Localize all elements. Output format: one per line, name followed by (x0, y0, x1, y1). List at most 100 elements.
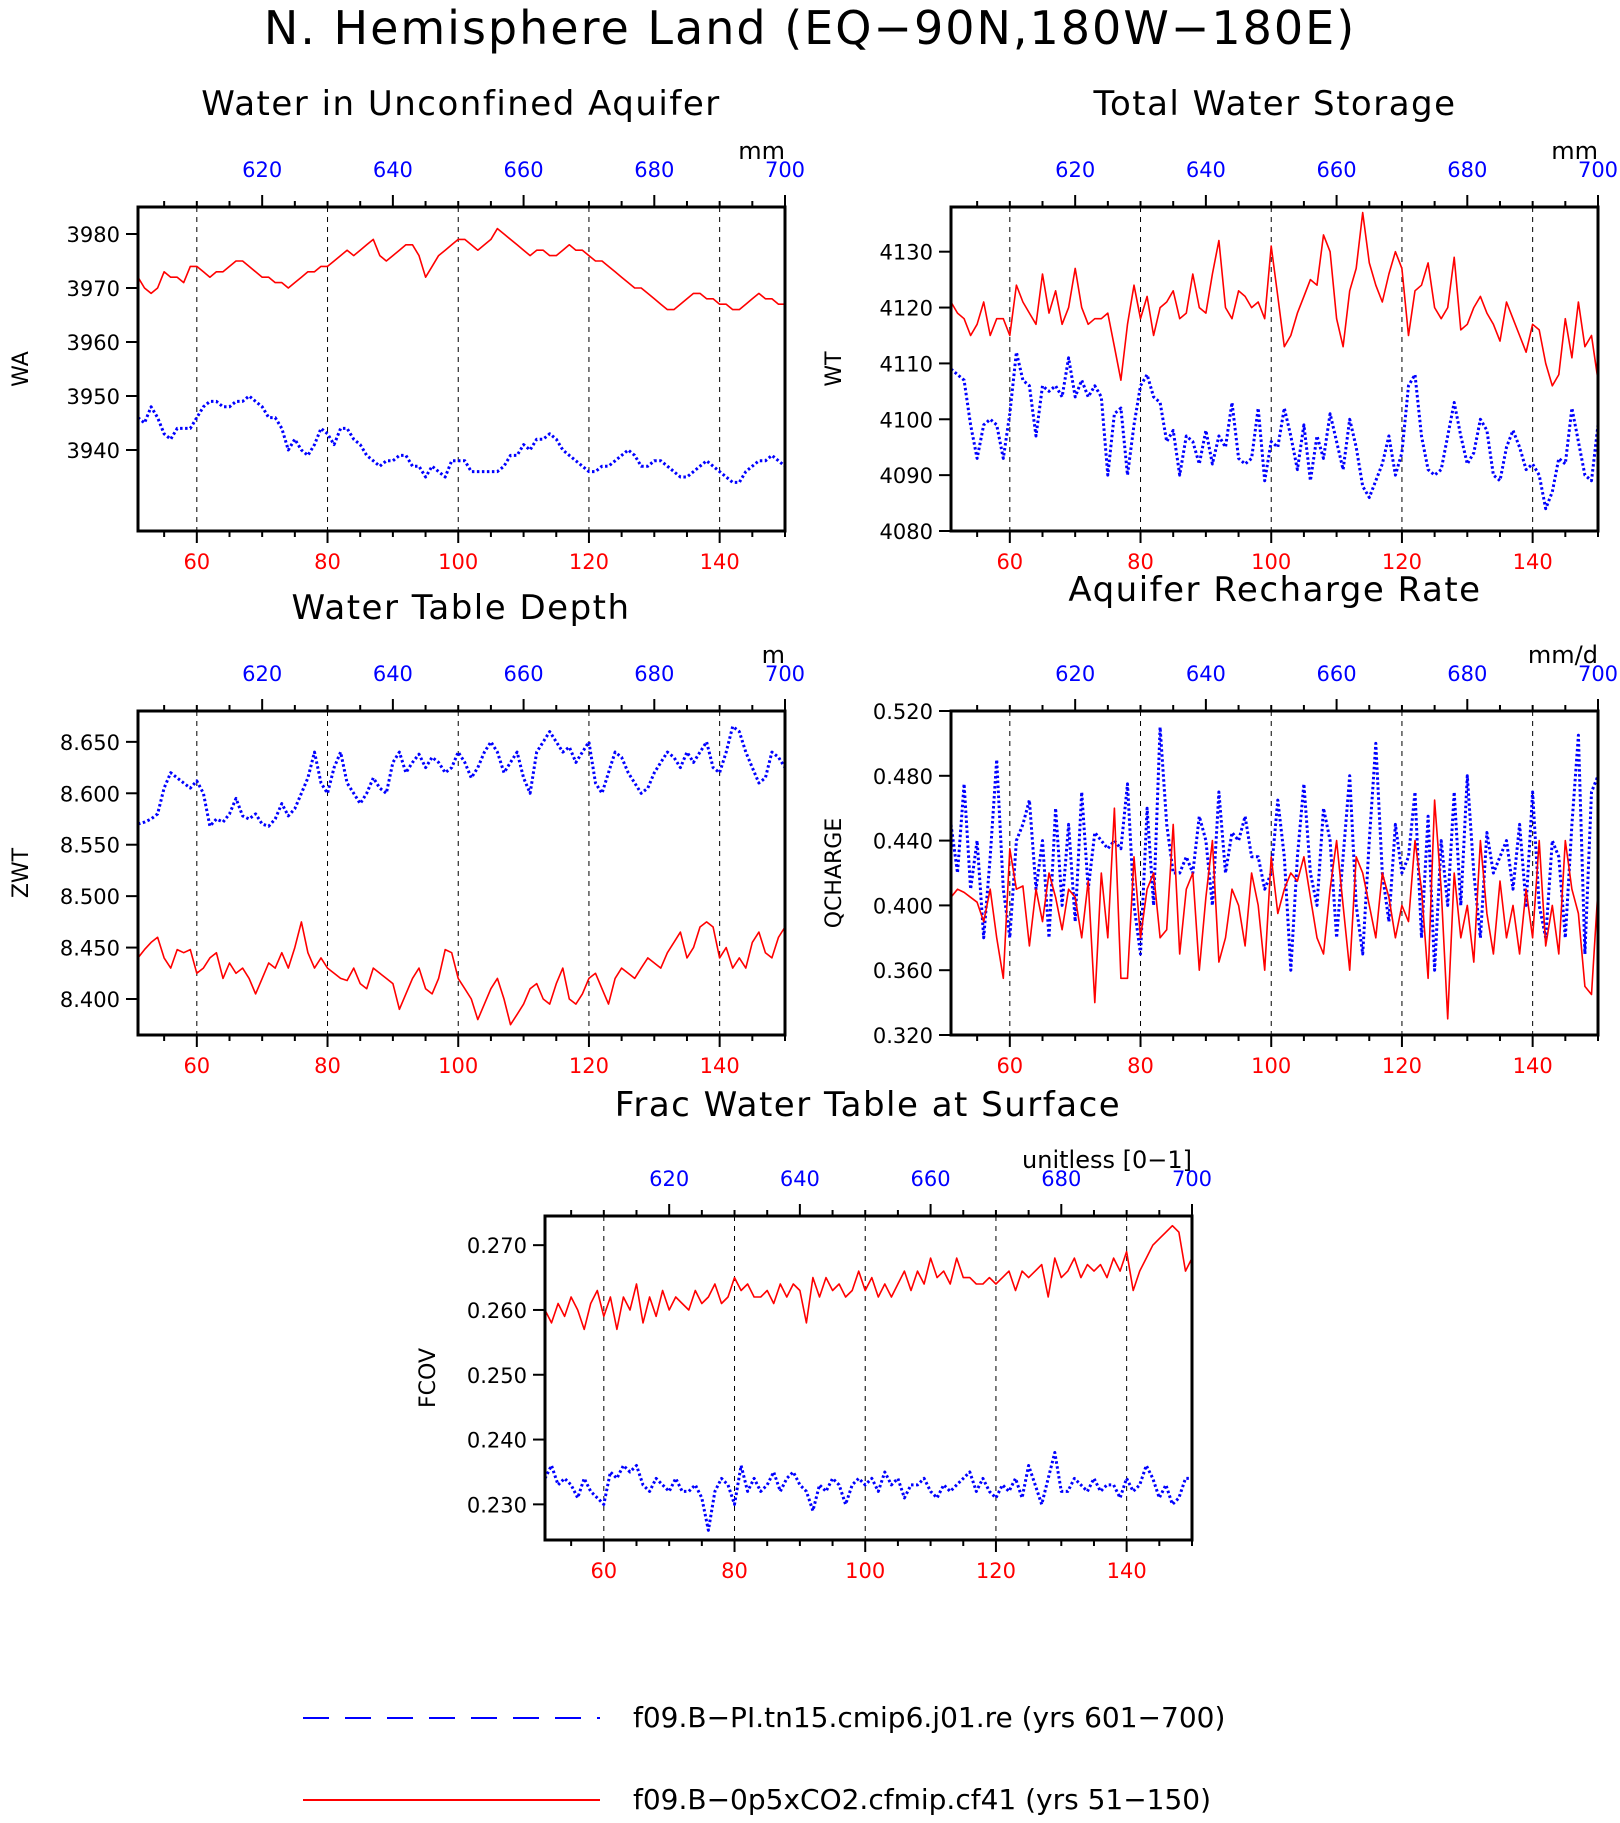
wt-ylabel-tick: 4100 (880, 408, 933, 432)
wa-xlabel-bottom: 100 (438, 550, 478, 574)
wa-ylabel-tick: 3970 (67, 277, 120, 301)
fcov-xlabel-bottom: 100 (845, 1559, 885, 1583)
wt-xlabel-top: 620 (1055, 158, 1095, 182)
fcov-xlabel-bottom: 80 (721, 1559, 748, 1583)
wt-series-blue (950, 350, 1600, 511)
fcov-ylabel-tick: 0.250 (467, 1364, 527, 1388)
qcharge-xlabel-top: 620 (1055, 662, 1095, 686)
panel-zwt: Water Table Depth 60 80 100 120 140 620 640 660 6… (9, 588, 805, 1078)
panel-fcov: Frac Water Table at Surface 60 80 100 120 140… (416, 1085, 1212, 1583)
fcov-xlabel-top: 660 (911, 1167, 951, 1191)
zwt-ylabel-tick: 8.600 (60, 782, 120, 806)
wt-xlabel-top: 680 (1447, 158, 1487, 182)
qcharge-xlabel-top: 660 (1317, 662, 1357, 686)
wa-xlabel-top: 700 (765, 158, 805, 182)
panel-qcharge: Aquifer Recharge Rate 60 80 100 120 140 620 640… (822, 570, 1618, 1078)
wa-xlabel-bottom: 120 (569, 550, 609, 574)
wa-xlabel-top: 660 (504, 158, 544, 182)
wt-ylabel-tick: 4120 (880, 297, 933, 321)
wa-xlabel-bottom: 140 (700, 550, 740, 574)
zwt-plot-frame (136, 709, 787, 1037)
qcharge-units: mm/d (1528, 641, 1598, 669)
legend-blue-label: f09.B−PI.tn15.cmip6.j01.re (yrs 601−700) (633, 1701, 1225, 1734)
wa-plot-frame (136, 205, 787, 533)
zwt-yaxis-title: ZWT (9, 847, 34, 898)
zwt-xlabel-bottom: 80 (314, 1054, 341, 1078)
qcharge-ylabel-tick: 0.320 (873, 1024, 933, 1048)
qcharge-yaxis-title: QCHARGE (822, 818, 847, 929)
legend: f09.B−PI.tn15.cmip6.j01.re (yrs 601−700)… (303, 1701, 1225, 1816)
wa-series-red (137, 227, 785, 311)
wa-yaxis-title: WA (9, 351, 34, 387)
qcharge-ylabel-tick: 0.520 (873, 700, 933, 724)
wt-ylabel-tick: 4090 (880, 464, 933, 488)
fcov-ylabel-tick: 0.270 (467, 1234, 527, 1258)
zwt-xlabel-top: 660 (504, 662, 544, 686)
wa-xlabel-bottom: 80 (314, 550, 341, 574)
wt-xlabel-top: 660 (1317, 158, 1357, 182)
wa-ylabel-tick: 3950 (67, 385, 120, 409)
fcov-xlabel-bottom: 120 (976, 1559, 1016, 1583)
zwt-xlabel-top: 700 (765, 662, 805, 686)
wt-yaxis-title: WT (822, 351, 847, 387)
wa-series-blue (137, 394, 786, 484)
qcharge-xlabel-bottom: 80 (1127, 1054, 1154, 1078)
wa-xlabel-top: 640 (373, 158, 413, 182)
qcharge-ylabel-tick: 0.360 (873, 959, 933, 983)
wt-units: mm (1551, 137, 1598, 165)
qcharge-xlabel-bottom: 140 (1513, 1054, 1553, 1078)
qcharge-ylabel-tick: 0.400 (873, 894, 933, 918)
fcov-yaxis-title: FCOV (416, 1348, 441, 1408)
wt-series-red (950, 211, 1599, 387)
wt-plot-frame (949, 205, 1600, 533)
zwt-ylabel-tick: 8.400 (60, 988, 120, 1012)
wt-title: Total Water Storage (1092, 84, 1456, 124)
fcov-xlabel-top: 700 (1172, 1167, 1212, 1191)
wt-xlabel-bottom: 60 (996, 550, 1023, 574)
qcharge-plot-frame (949, 709, 1600, 1037)
wa-xlabel-top: 620 (242, 158, 282, 182)
zwt-ylabel-tick: 8.650 (60, 731, 120, 755)
qcharge-xlabel-bottom: 100 (1251, 1054, 1291, 1078)
zwt-ylabel-tick: 8.500 (60, 885, 120, 909)
fcov-title: Frac Water Table at Surface (615, 1085, 1121, 1125)
zwt-series-blue (137, 724, 787, 828)
zwt-title: Water Table Depth (291, 588, 630, 628)
figure-title: N. Hemisphere Land (EQ−90N,180W−180E) (264, 1, 1356, 55)
wt-ylabel-tick: 4080 (880, 520, 933, 544)
fcov-xlabel-bottom: 60 (590, 1559, 617, 1583)
fcov-plot-frame (543, 1214, 1194, 1542)
wa-ylabel-tick: 3980 (67, 223, 120, 247)
qcharge-xlabel-bottom: 120 (1382, 1054, 1422, 1078)
fcov-units: unitless [0−1] (1022, 1146, 1192, 1174)
qcharge-series-blue (949, 725, 1600, 972)
zwt-series-red (137, 921, 786, 1026)
qcharge-title: Aquifer Recharge Rate (1068, 570, 1481, 610)
zwt-ylabel-tick: 8.450 (60, 937, 120, 961)
wt-xlabel-bottom: 120 (1382, 550, 1422, 574)
zwt-xlabel-top: 640 (373, 662, 413, 686)
wa-ylabel-tick: 3940 (67, 439, 120, 463)
zwt-xlabel-bottom: 120 (569, 1054, 609, 1078)
wa-xlabel-bottom: 60 (183, 550, 210, 574)
wt-xlabel-top: 640 (1186, 158, 1226, 182)
wa-xlabel-top: 680 (634, 158, 674, 182)
fcov-ylabel-tick: 0.240 (467, 1429, 527, 1453)
fcov-xlabel-top: 620 (649, 1167, 689, 1191)
wt-ylabel-tick: 4130 (880, 241, 933, 265)
panels: Water in Unconfined Aquifer 60 80 100 120 140… (9, 84, 1618, 1583)
zwt-xlabel-bottom: 60 (183, 1054, 210, 1078)
legend-red-label: f09.B−0p5xCO2.cfmip.cf41 (yrs 51−150) (633, 1783, 1211, 1816)
qcharge-ylabel-tick: 0.440 (873, 830, 933, 854)
zwt-xlabel-bottom: 140 (700, 1054, 740, 1078)
panel-wt: Total Water Storage 60 80 100 120 140 620 640 66… (822, 84, 1618, 574)
fcov-ylabel-tick: 0.260 (467, 1299, 527, 1323)
qcharge-xlabel-top: 700 (1578, 662, 1618, 686)
qcharge-xlabel-top: 640 (1186, 662, 1226, 686)
fcov-xlabel-bottom: 140 (1107, 1559, 1147, 1583)
wa-units: mm (738, 137, 785, 165)
fcov-xlabel-top: 640 (780, 1167, 820, 1191)
wt-ylabel-tick: 4110 (880, 352, 933, 376)
wt-xlabel-bottom: 80 (1127, 550, 1154, 574)
